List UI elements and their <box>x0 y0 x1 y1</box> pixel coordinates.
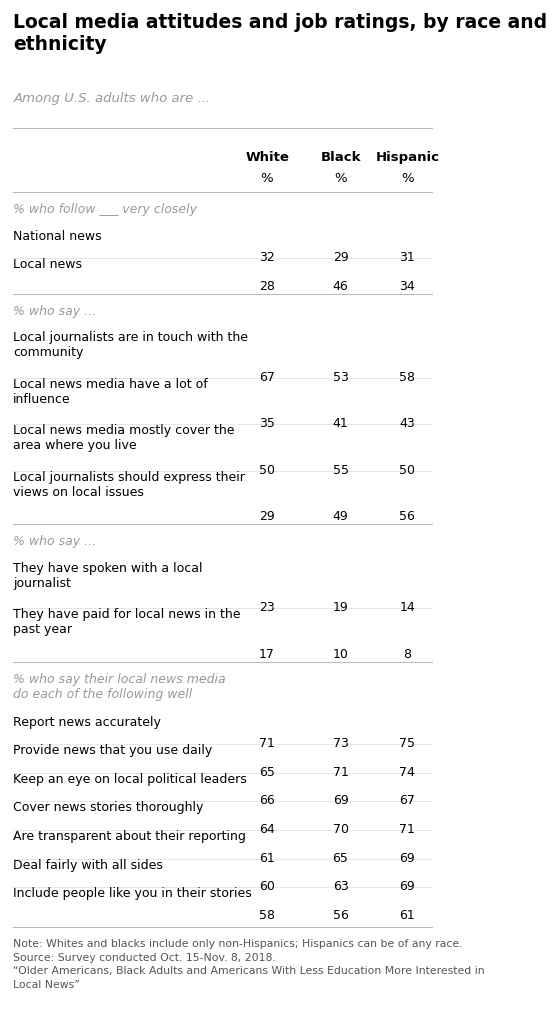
Text: 31: 31 <box>399 251 415 264</box>
Text: Black: Black <box>320 151 361 164</box>
Text: 8: 8 <box>403 648 411 660</box>
Text: % who say their local news media
do each of the following well: % who say their local news media do each… <box>13 673 226 700</box>
Text: 74: 74 <box>399 766 415 778</box>
Text: They have spoken with a local
journalist: They have spoken with a local journalist <box>13 562 203 590</box>
Text: Local journalists are in touch with the
community: Local journalists are in touch with the … <box>13 332 248 359</box>
Text: 23: 23 <box>259 601 275 614</box>
Text: 73: 73 <box>333 737 348 751</box>
Text: Cover news stories thoroughly: Cover news stories thoroughly <box>13 802 203 814</box>
Text: 65: 65 <box>259 766 275 778</box>
Text: %: % <box>260 172 273 185</box>
Text: 67: 67 <box>399 795 415 807</box>
Text: Among U.S. adults who are ...: Among U.S. adults who are ... <box>13 92 211 105</box>
Text: 75: 75 <box>399 737 415 751</box>
Text: 41: 41 <box>333 417 348 430</box>
Text: 66: 66 <box>259 795 275 807</box>
Text: 58: 58 <box>399 371 415 384</box>
Text: 19: 19 <box>333 601 348 614</box>
Text: % who say ...: % who say ... <box>13 305 97 317</box>
Text: Are transparent about their reporting: Are transparent about their reporting <box>13 830 246 843</box>
Text: 53: 53 <box>333 371 348 384</box>
Text: 50: 50 <box>259 464 275 477</box>
Text: 10: 10 <box>333 648 348 660</box>
Text: % who follow ___ very closely: % who follow ___ very closely <box>13 203 197 216</box>
Text: 29: 29 <box>259 510 275 523</box>
Text: Note: Whites and blacks include only non-Hispanics; Hispanics can be of any race: Note: Whites and blacks include only non… <box>13 939 485 990</box>
Text: 70: 70 <box>333 823 348 836</box>
Text: Local news: Local news <box>13 258 82 271</box>
Text: 63: 63 <box>333 880 348 893</box>
Text: 69: 69 <box>333 795 348 807</box>
Text: 69: 69 <box>399 852 415 864</box>
Text: Report news accurately: Report news accurately <box>13 716 161 729</box>
Text: 55: 55 <box>333 464 348 477</box>
Text: 43: 43 <box>399 417 415 430</box>
Text: %: % <box>401 172 414 185</box>
Text: They have paid for local news in the
past year: They have paid for local news in the pas… <box>13 608 241 637</box>
Text: 71: 71 <box>333 766 348 778</box>
Text: Provide news that you use daily: Provide news that you use daily <box>13 744 212 758</box>
Text: 60: 60 <box>259 880 275 893</box>
Text: Include people like you in their stories: Include people like you in their stories <box>13 887 252 900</box>
Text: 65: 65 <box>333 852 348 864</box>
Text: 56: 56 <box>333 908 348 922</box>
Text: 50: 50 <box>399 464 415 477</box>
Text: 56: 56 <box>399 510 415 523</box>
Text: 67: 67 <box>259 371 275 384</box>
Text: 64: 64 <box>259 823 275 836</box>
Text: 32: 32 <box>259 251 275 264</box>
Text: Hispanic: Hispanic <box>375 151 439 164</box>
Text: 35: 35 <box>259 417 275 430</box>
Text: %: % <box>334 172 347 185</box>
Text: Local journalists should express their
views on local issues: Local journalists should express their v… <box>13 471 245 499</box>
Text: 58: 58 <box>259 908 275 922</box>
Text: 46: 46 <box>333 280 348 293</box>
Text: Deal fairly with all sides: Deal fairly with all sides <box>13 859 163 871</box>
Text: Keep an eye on local political leaders: Keep an eye on local political leaders <box>13 773 247 785</box>
Text: 29: 29 <box>333 251 348 264</box>
Text: 61: 61 <box>399 908 415 922</box>
Text: 28: 28 <box>259 280 275 293</box>
Text: 71: 71 <box>259 737 275 751</box>
Text: 49: 49 <box>333 510 348 523</box>
Text: Local media attitudes and job ratings, by race and
ethnicity: Local media attitudes and job ratings, b… <box>13 13 547 54</box>
Text: 71: 71 <box>399 823 415 836</box>
Text: National news: National news <box>13 229 102 243</box>
Text: 17: 17 <box>259 648 275 660</box>
Text: Local news media have a lot of
influence: Local news media have a lot of influence <box>13 378 208 406</box>
Text: 34: 34 <box>399 280 415 293</box>
Text: 69: 69 <box>399 880 415 893</box>
Text: 14: 14 <box>399 601 415 614</box>
Text: Local news media mostly cover the
area where you live: Local news media mostly cover the area w… <box>13 424 235 453</box>
Text: White: White <box>245 151 289 164</box>
Text: % who say ...: % who say ... <box>13 536 97 548</box>
Text: 61: 61 <box>259 852 275 864</box>
